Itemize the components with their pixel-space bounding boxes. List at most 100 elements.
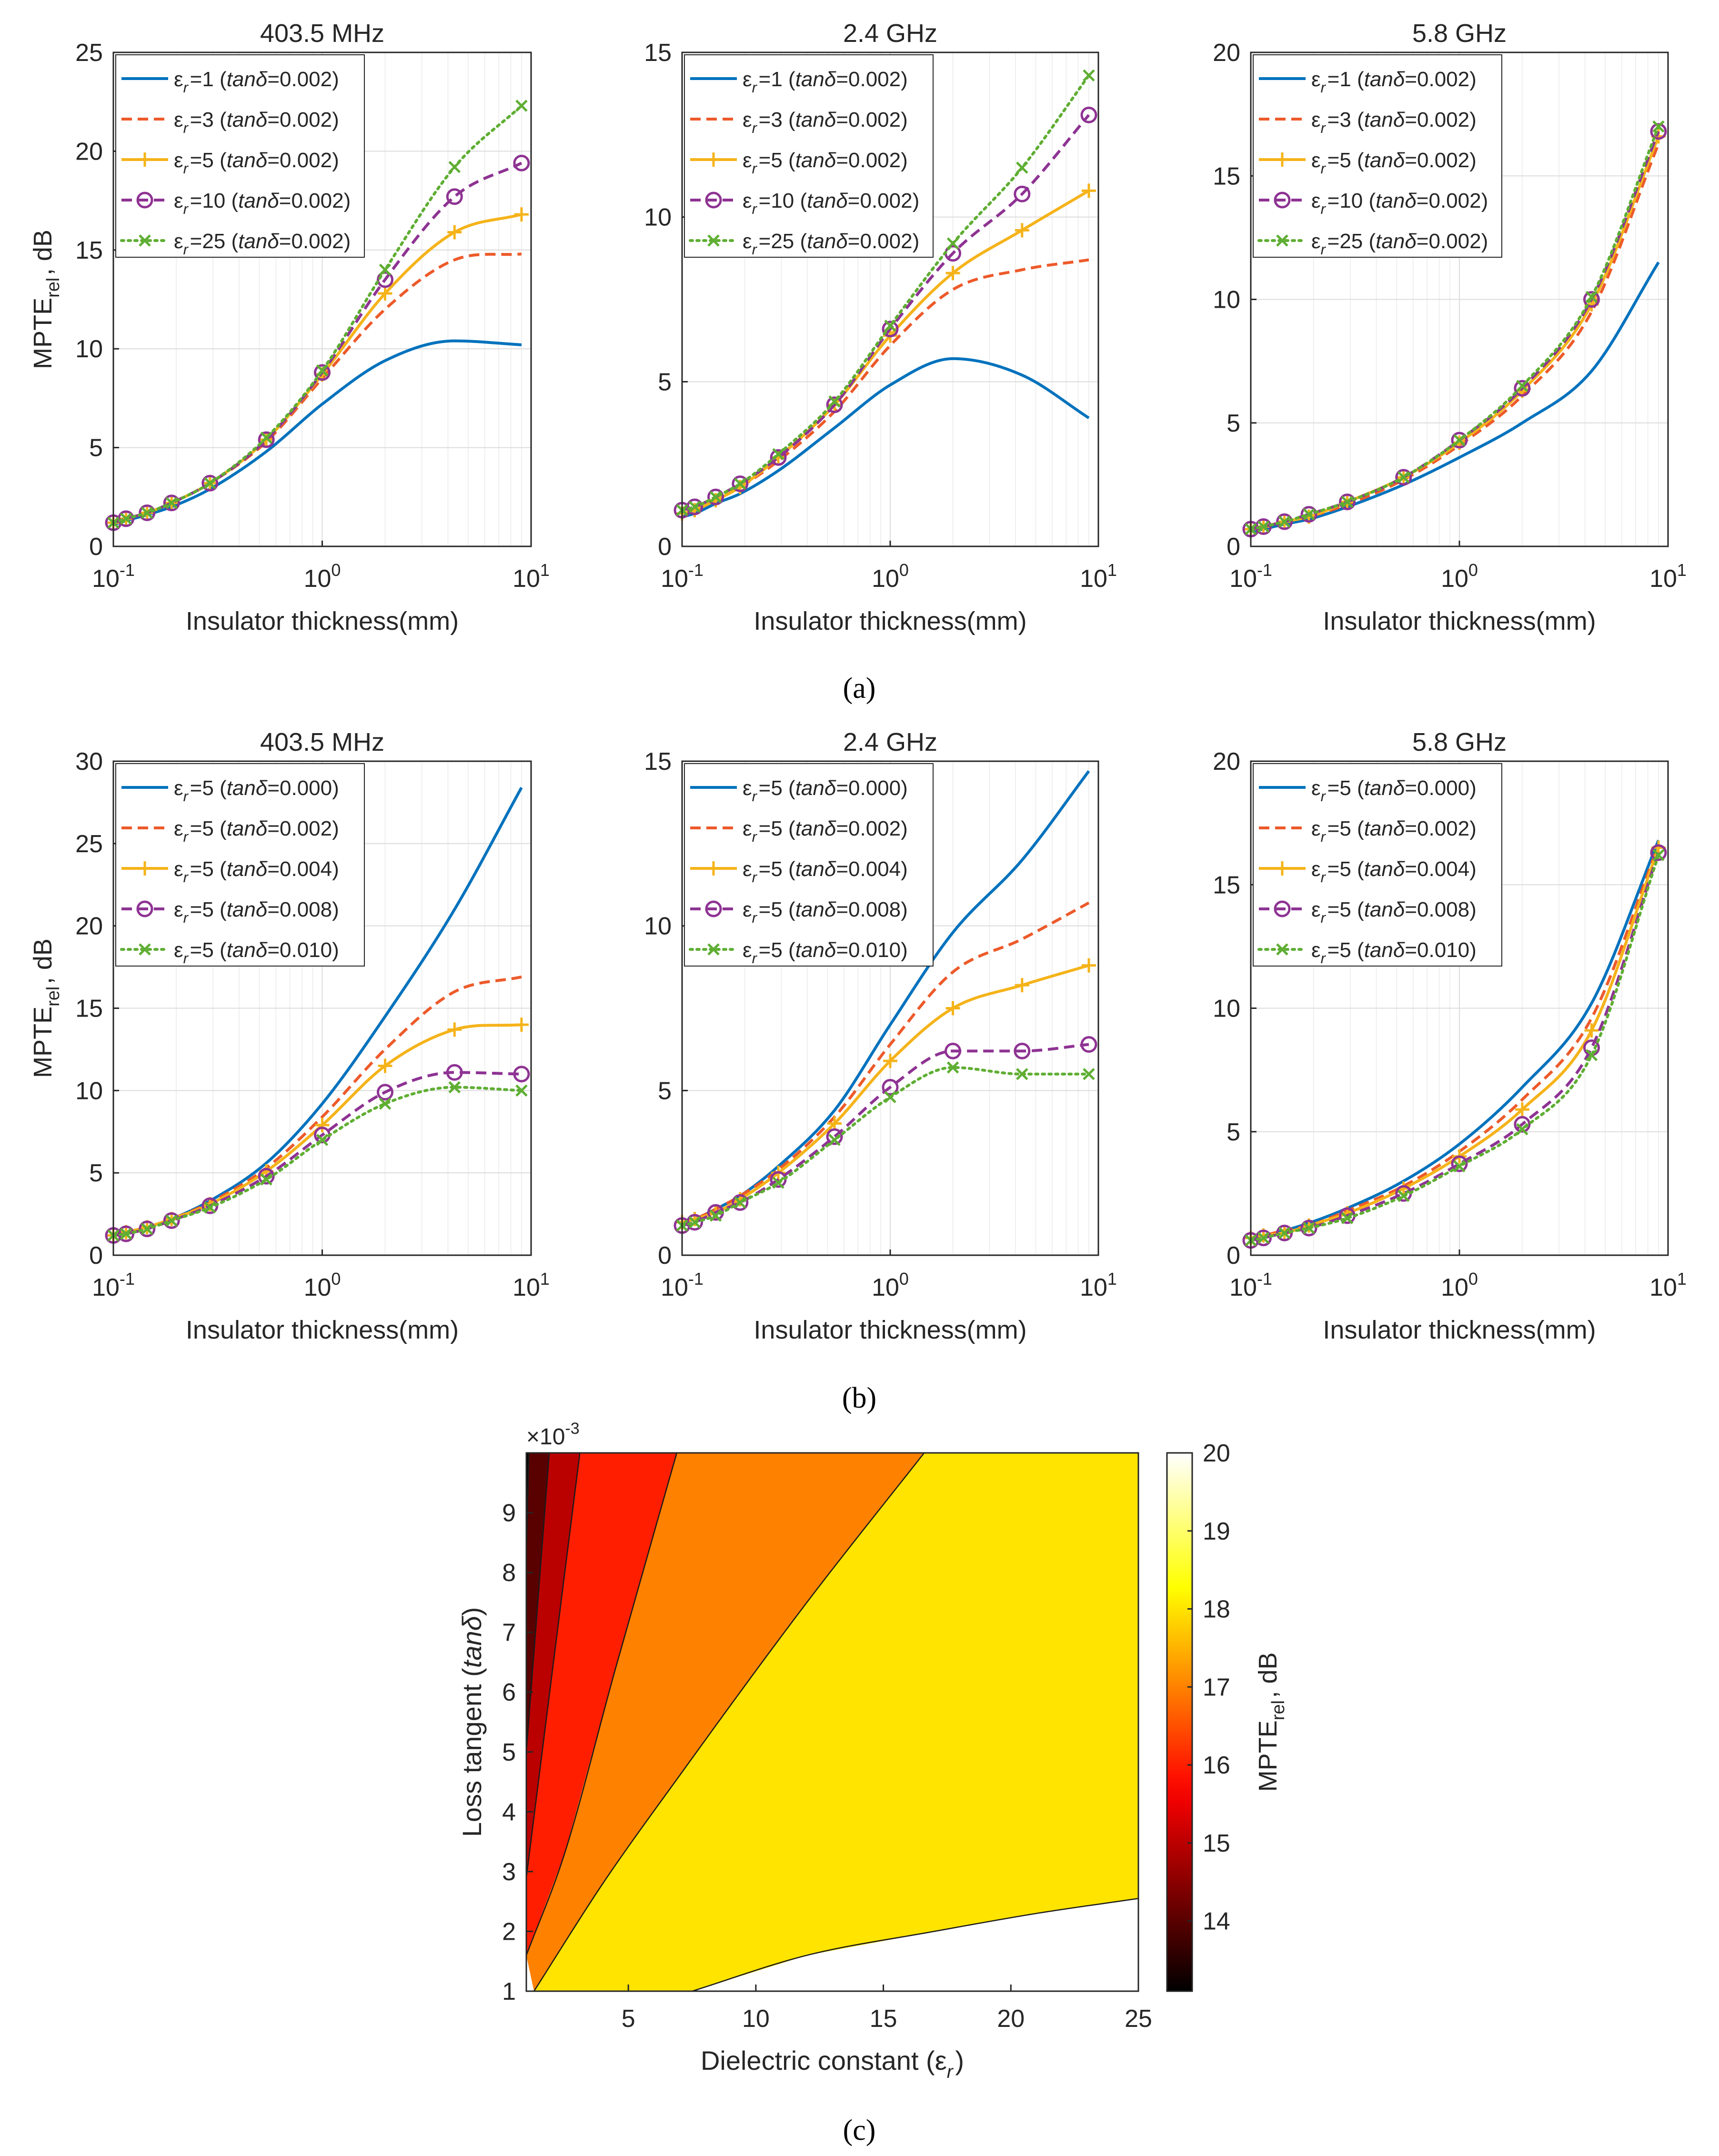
y-tick-label: 3 bbox=[502, 1858, 516, 1886]
legend-label: εr =1 (tanδ=0.002) bbox=[174, 68, 339, 96]
legend-entry: εr =25 (tanδ=0.002) bbox=[120, 230, 351, 258]
plus-marker bbox=[514, 1018, 529, 1032]
y-tick-label: 15 bbox=[75, 995, 103, 1023]
legend-box bbox=[115, 54, 365, 258]
x-marker bbox=[316, 364, 329, 377]
circle-marker bbox=[1014, 185, 1031, 202]
y-axis-label: MPTErel , dB bbox=[29, 938, 63, 1078]
x-tick-label: 100 bbox=[1441, 560, 1478, 593]
line-chart-panel: 0 5 10 15 20 10-1 100 101 5.8 GHz Insulator thick… bbox=[1213, 728, 1687, 1344]
colorbar-tick-label: 20 bbox=[1203, 1440, 1230, 1467]
legend-label: εr =25 (tanδ=0.002) bbox=[1311, 230, 1488, 258]
x-marker bbox=[141, 506, 153, 519]
y-tick-label: 5 bbox=[1226, 410, 1240, 437]
x-tick-label: 5 bbox=[622, 2005, 635, 2033]
y-tick-label: 25 bbox=[75, 830, 103, 858]
y-tick-label: 1 bbox=[502, 1978, 516, 2005]
x-marker bbox=[1341, 495, 1354, 508]
line-chart-panel: 0 5 10 15 20 25 10-1 100 101 403.5 MHz Insulator t… bbox=[29, 19, 550, 635]
plus-marker bbox=[1015, 978, 1029, 993]
plus-marker bbox=[827, 1116, 842, 1131]
legend-entry: εr =1 (tanδ=0.002) bbox=[690, 68, 908, 96]
legend-label: εr =5 (tanδ=0.002) bbox=[1311, 817, 1477, 845]
plus-marker bbox=[447, 1022, 462, 1037]
legend-entry: εr =5 (tanδ=0.008) bbox=[1259, 898, 1477, 926]
legend-label: εr =5 (tanδ=0.002) bbox=[743, 817, 908, 845]
circle-marker bbox=[1650, 123, 1667, 140]
chart-title: 2.4 GHz bbox=[843, 19, 937, 48]
legend-entry: εr =5 (tanδ=0.008) bbox=[121, 898, 339, 926]
series bbox=[107, 1081, 528, 1242]
legend-entry: εr =5 (tanδ=0.004) bbox=[121, 857, 339, 886]
chart-title: 403.5 MHz bbox=[260, 19, 384, 48]
plus-marker bbox=[138, 152, 152, 167]
x-marker bbox=[120, 513, 132, 525]
x-marker bbox=[1278, 515, 1291, 528]
x-tick-label: 20 bbox=[997, 2005, 1025, 2033]
x-marker bbox=[828, 395, 841, 408]
y-tick-label: 10 bbox=[644, 913, 672, 940]
x-marker bbox=[688, 501, 701, 513]
x-marker bbox=[1083, 69, 1095, 82]
plus-marker bbox=[945, 1001, 960, 1016]
circle-marker bbox=[446, 188, 463, 205]
series bbox=[676, 1061, 1095, 1232]
legend-entry: εr =1 (tanδ=0.002) bbox=[1259, 68, 1477, 96]
contour-band bbox=[526, 1453, 677, 1955]
x-axis-label: Insulator thickness(mm) bbox=[1323, 607, 1596, 635]
chart-title: 5.8 GHz bbox=[1412, 728, 1507, 756]
y-tick-label: 30 bbox=[75, 748, 103, 776]
legend-entry: εr =5 (tanδ=0.010) bbox=[689, 938, 908, 967]
circle-marker bbox=[446, 1064, 463, 1081]
legend-entry: εr =25 (tanδ=0.002) bbox=[1257, 230, 1488, 258]
line-chart-panel: 0 5 10 15 20 10-1 100 101 5.8 GHz Insulator thick… bbox=[1213, 19, 1687, 635]
legend-label: εr =5 (tanδ=0.004) bbox=[1311, 857, 1477, 886]
plus-marker bbox=[514, 207, 529, 222]
contour-line bbox=[525, 1452, 550, 1752]
legend-label: εr =3 (tanδ=0.002) bbox=[174, 108, 339, 136]
legend-label: εr =10 (tanδ=0.002) bbox=[1311, 189, 1488, 217]
x-axis-label: Insulator thickness(mm) bbox=[186, 607, 459, 635]
y-tick-label: 0 bbox=[1226, 1242, 1240, 1269]
legend-entry: εr =5 (tanδ=0.000) bbox=[1259, 776, 1477, 805]
x-tick-label: 10-1 bbox=[1229, 1269, 1272, 1301]
x-tick-label: 100 bbox=[872, 560, 909, 593]
legend-entry: εr =5 (tanδ=0.002) bbox=[690, 817, 908, 845]
x-marker bbox=[203, 1201, 216, 1214]
circle-marker bbox=[1300, 1219, 1317, 1237]
line-chart-panel: 0 5 10 15 10-1 100 101 2.4 GHz Insulator thickne… bbox=[644, 728, 1117, 1344]
heatmap-axes-box bbox=[525, 1452, 1139, 1992]
x-axis-label: Insulator thickness(mm) bbox=[754, 607, 1026, 635]
legend-box bbox=[684, 763, 934, 967]
y-tick-label: 5 bbox=[89, 1159, 103, 1187]
circle-marker bbox=[258, 1168, 275, 1185]
legend: εr =1 (tanδ=0.002) εr =3 (tanδ=0.002) εr =… bbox=[684, 54, 934, 258]
x-marker bbox=[1516, 380, 1528, 392]
x-marker bbox=[379, 1098, 392, 1110]
legend-box bbox=[684, 54, 934, 258]
legend: εr =1 (tanδ=0.002) εr =3 (tanδ=0.002) εr =… bbox=[115, 54, 365, 258]
y-tick-label: 15 bbox=[644, 748, 672, 776]
circle-marker bbox=[1274, 191, 1291, 209]
circle-marker bbox=[1514, 1116, 1531, 1133]
legend-entry: εr =5 (tanδ=0.002) bbox=[1259, 149, 1477, 177]
circle-marker bbox=[1395, 469, 1412, 486]
y-tick-label: 9 bbox=[502, 1500, 516, 1527]
x-marker bbox=[1652, 849, 1665, 861]
y-tick-label: 8 bbox=[502, 1559, 516, 1587]
circle-marker bbox=[1080, 106, 1097, 123]
x-tick-label: 10-1 bbox=[92, 560, 135, 593]
legend-entry: εr =5 (tanδ=0.002) bbox=[690, 149, 908, 177]
circle-marker bbox=[1080, 1036, 1097, 1053]
y-tick-label: 10 bbox=[75, 335, 103, 363]
circle-marker bbox=[1255, 1229, 1272, 1247]
x-tick-label: 15 bbox=[870, 2005, 897, 2033]
legend-entry: εr =5 (tanδ=0.002) bbox=[121, 149, 339, 177]
colorbar-tick-label: 18 bbox=[1203, 1596, 1230, 1623]
chart-title: 2.4 GHz bbox=[843, 728, 937, 756]
x-marker bbox=[515, 100, 528, 112]
legend-entry: εr =5 (tanδ=0.000) bbox=[121, 776, 339, 805]
circle-marker bbox=[136, 191, 153, 209]
y-tick-label: 15 bbox=[75, 237, 103, 264]
legend-label: εr =25 (tanδ=0.002) bbox=[174, 230, 351, 258]
